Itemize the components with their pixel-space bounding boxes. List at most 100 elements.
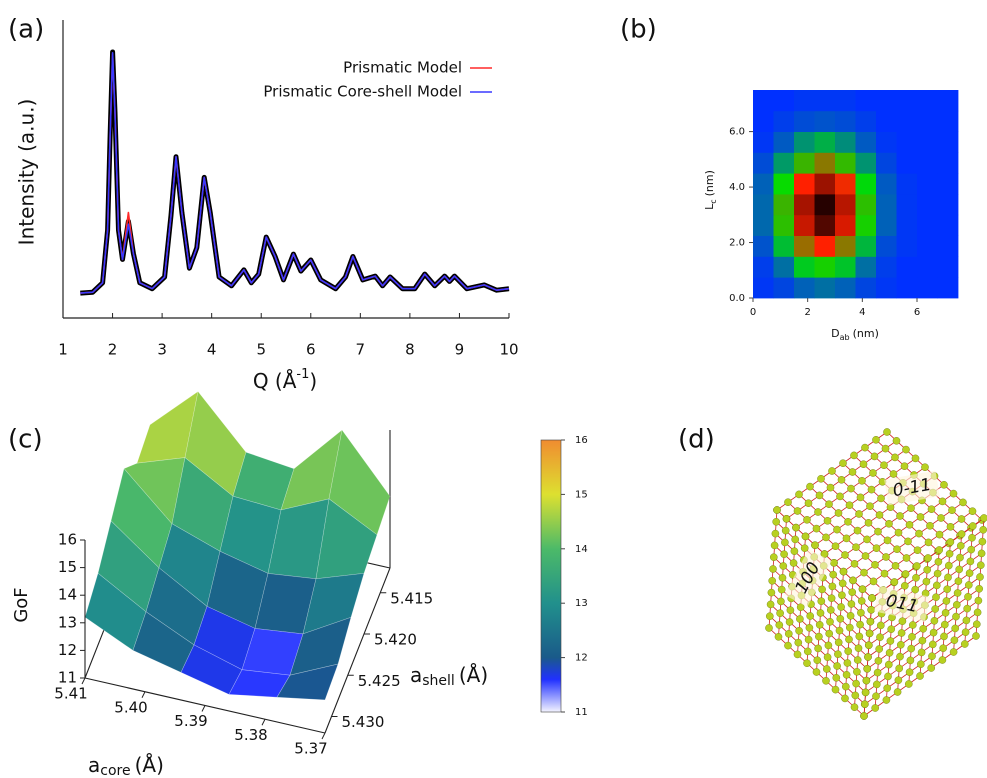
legend-label: Prismatic Model: [343, 59, 462, 77]
x-tick: [141, 691, 146, 698]
atom: [838, 579, 847, 588]
atom: [775, 621, 784, 629]
x-axis-label-end: (Å): [135, 753, 164, 777]
atom: [865, 629, 874, 638]
atom: [919, 625, 928, 633]
atom: [856, 493, 865, 502]
atom: [812, 524, 821, 533]
atom: [782, 515, 791, 523]
atom: [845, 501, 854, 510]
atom: [885, 649, 894, 657]
atom: [961, 640, 969, 648]
atom: [766, 612, 774, 621]
atom: [831, 542, 840, 551]
atom: [850, 451, 858, 460]
atom: [795, 490, 803, 499]
heatmap-cell: [937, 131, 959, 153]
atom: [801, 532, 810, 541]
surface-patch: [276, 663, 339, 701]
y-tick-label: 0.0: [729, 293, 745, 304]
x-tick: [321, 732, 326, 740]
atom: [784, 498, 792, 507]
atom: [845, 635, 853, 644]
atom: [968, 507, 977, 516]
atom: [977, 549, 986, 558]
heatmap-cell: [773, 152, 795, 174]
atom: [957, 542, 965, 550]
atom: [975, 585, 984, 593]
atom: [977, 561, 985, 570]
atom: [965, 581, 973, 589]
atom: [941, 609, 950, 617]
atom: [929, 628, 938, 637]
heatmap-cell: [753, 194, 774, 216]
atom: [904, 537, 912, 546]
x-tick: [81, 677, 86, 685]
atom: [874, 527, 882, 536]
heatmap-cell: [753, 277, 774, 299]
x-axis-label-sub: ab: [840, 333, 850, 342]
atom: [941, 620, 949, 629]
atom: [833, 525, 841, 534]
atom: [867, 606, 876, 614]
atom: [826, 618, 834, 626]
heatmap-cell: [753, 214, 774, 236]
atom: [823, 517, 832, 525]
atom: [864, 519, 873, 527]
atom: [770, 553, 778, 562]
heatmap-cell: [917, 173, 938, 195]
atom: [889, 470, 898, 478]
heatmap-cell: [794, 214, 815, 236]
x-axis-label-text: Q (Å: [253, 369, 297, 393]
atom: [839, 567, 848, 576]
y-axis-label: Lc (nm): [703, 170, 718, 210]
heatmap-cell: [855, 214, 877, 236]
atom: [869, 577, 878, 586]
atom: [891, 453, 899, 462]
atom: [834, 638, 843, 647]
colorbar-tick-label: 15: [575, 489, 588, 500]
colorbar: [540, 439, 562, 713]
heatmap-cell: [753, 173, 774, 195]
heatmap-cell: [753, 110, 774, 132]
atom: [776, 609, 784, 618]
atom: [980, 514, 987, 522]
heatmap-cell: [876, 152, 897, 174]
atom: [942, 597, 951, 605]
atom: [893, 688, 902, 696]
atom: [938, 497, 947, 506]
atom: [933, 569, 942, 578]
x-axis-label: Dab (nm): [831, 327, 879, 342]
atom: [781, 526, 790, 535]
atom: [871, 704, 880, 712]
x-tick-label: 10: [499, 341, 518, 359]
atom: [930, 617, 939, 625]
facet-highlight: [873, 585, 931, 623]
x-tick-label: 6: [306, 341, 316, 359]
atom: [946, 523, 955, 531]
y-tick-label: 5.420: [374, 631, 417, 649]
atom: [909, 621, 917, 629]
atom: [781, 538, 789, 547]
atom: [780, 550, 788, 559]
atom: [913, 546, 922, 555]
atom: [934, 558, 943, 566]
atom: [949, 489, 958, 498]
atom: [861, 688, 870, 697]
heatmap-cell: [896, 214, 918, 236]
atom: [825, 629, 834, 638]
heatmap-cell: [937, 277, 959, 299]
heatmap-cell: [753, 152, 774, 174]
heatmap-cell: [937, 256, 959, 278]
y-tick-label: 6.0: [729, 127, 745, 138]
atom: [866, 502, 874, 511]
heatmap-cell: [835, 277, 856, 299]
atom: [964, 593, 972, 601]
x-tick-label: 2: [804, 307, 810, 318]
atom: [966, 557, 975, 566]
atom: [850, 703, 859, 712]
atom: [857, 609, 865, 617]
atom: [957, 515, 966, 523]
atom: [793, 650, 802, 659]
